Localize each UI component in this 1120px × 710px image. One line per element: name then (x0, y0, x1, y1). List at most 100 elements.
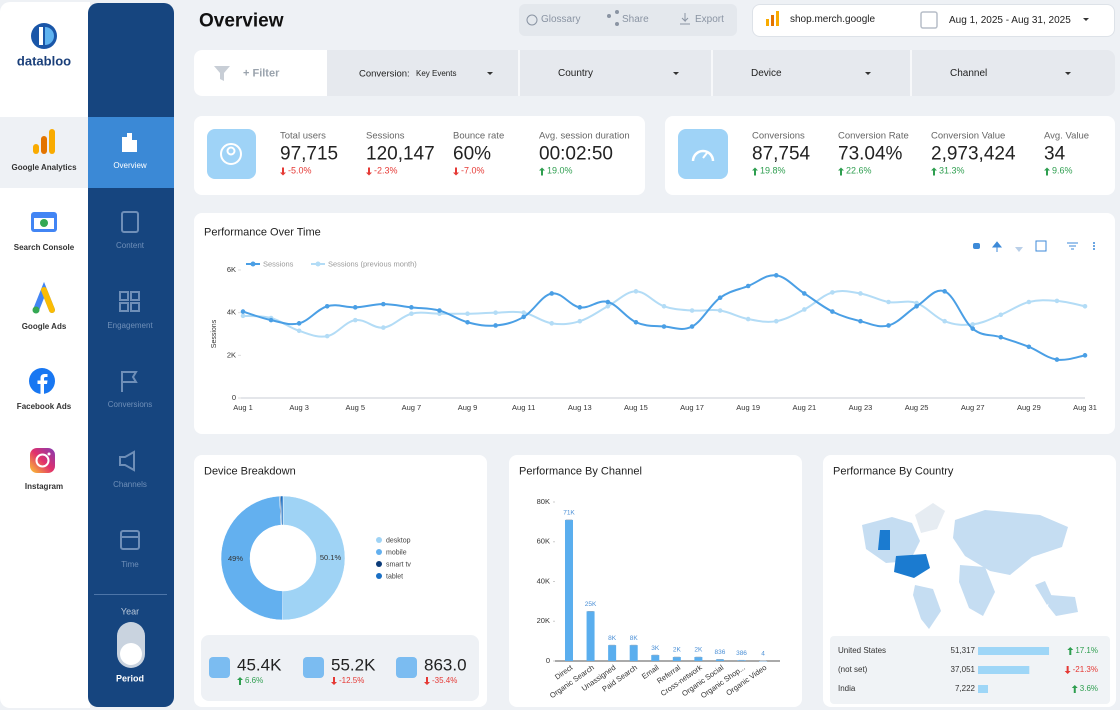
device-icon (303, 657, 324, 678)
change-value: -2.3% (374, 167, 398, 176)
kpi-value: 60% (453, 145, 491, 164)
bar (587, 611, 595, 661)
data-point (802, 307, 807, 312)
filter-decor (214, 50, 1071, 96)
bar (565, 520, 573, 661)
chart-title: Device Breakdown (204, 467, 296, 478)
y-tick-label: 4K (227, 308, 236, 317)
x-tick-label: Aug 23 (849, 403, 873, 412)
trend-arrow (237, 677, 243, 685)
change-indicator: 22.6% (838, 167, 872, 176)
data-point (774, 273, 779, 278)
filter-dropdown: Country (558, 69, 593, 79)
data-point (437, 308, 442, 313)
chart-title: Performance Over Time (204, 228, 321, 239)
change-indicator: -12.5% (331, 677, 364, 685)
instagram-icon (30, 448, 55, 473)
trend-arrow (331, 677, 337, 685)
logo (31, 23, 57, 49)
data-point (549, 321, 554, 326)
legend-label: Sessions (previous month) (328, 259, 417, 268)
change-indicator: 9.6% (1044, 167, 1073, 176)
change-value: -12.5% (339, 677, 364, 685)
bar-value-label: 2K (673, 647, 682, 654)
toolbar-button: Share (622, 15, 649, 25)
change-value: 22.6% (846, 167, 872, 176)
y-tick-label: 20K (537, 616, 550, 625)
data-point (999, 335, 1004, 340)
period-title: Year (121, 608, 139, 617)
change-value: 6.6% (245, 677, 263, 685)
country-name: (not set) (838, 666, 867, 674)
y-tick-label: 80K (537, 497, 550, 506)
trend-arrow (1044, 167, 1050, 175)
nav-item: Conversions (108, 401, 152, 409)
kpi-label: Sessions (366, 131, 405, 141)
legend-label: Sessions (263, 259, 294, 268)
bar (630, 645, 638, 661)
legend-dot (376, 537, 382, 543)
bar (608, 645, 616, 661)
data-point (942, 289, 947, 294)
data-point (1055, 357, 1060, 362)
data-point (353, 318, 358, 323)
bar-value-label: 8K (608, 635, 617, 642)
page-title: Overview (199, 12, 284, 31)
kpi-label: Avg. session duration (539, 131, 630, 141)
data-point (465, 311, 470, 316)
change-indicator: -5.0% (280, 167, 312, 176)
x-tick-label: Aug 9 (458, 403, 478, 412)
data-point (634, 320, 639, 325)
trend-arrow (424, 677, 430, 685)
facebook-icon (29, 368, 55, 394)
bar-value-label: 8K (630, 635, 639, 642)
x-tick-label: Aug 3 (289, 403, 309, 412)
data-point (493, 323, 498, 328)
data-point (942, 319, 947, 324)
device-icon (396, 657, 417, 678)
data-point (830, 290, 835, 295)
data-point (493, 310, 498, 315)
trend-arrow (539, 167, 545, 175)
data-point (353, 305, 358, 310)
y-tick-label: 0 (546, 656, 550, 665)
change-indicator: 17.1% (1067, 647, 1098, 655)
legend-label: tablet (386, 573, 403, 580)
nav-item: Channels (113, 481, 147, 489)
change-value: 17.1% (1075, 647, 1098, 655)
brand: databloo (17, 55, 71, 68)
change-value: 31.3% (939, 167, 965, 176)
data-point (690, 324, 695, 329)
data-point (746, 317, 751, 322)
nav-item: Engagement (107, 322, 152, 330)
data-point (297, 321, 302, 326)
legend-label: desktop (386, 537, 411, 544)
data-point (325, 334, 330, 339)
bar (651, 655, 659, 661)
x-tick-label: Aug 29 (1017, 403, 1041, 412)
data-point (886, 323, 891, 328)
x-tick-label: Aug 31 (1073, 403, 1097, 412)
data-point (802, 291, 807, 296)
device-value: 55.2K (331, 657, 375, 674)
x-tick-label: Aug 1 (233, 403, 253, 412)
nav-item: Time (121, 561, 138, 569)
x-tick-label: Aug 27 (961, 403, 985, 412)
data-point (606, 300, 611, 305)
search-console-icon (31, 212, 57, 232)
data-point (1055, 299, 1060, 304)
trend-arrow (1065, 666, 1071, 674)
kpi-label: Total users (280, 131, 326, 141)
legend-dot (376, 573, 382, 579)
chart-toolbar (973, 241, 1095, 252)
country-name: United States (838, 647, 886, 655)
legend-label: smart tv (386, 561, 411, 568)
period-label: Period (116, 675, 144, 684)
data-point (409, 305, 414, 310)
change-value: -7.0% (461, 167, 485, 176)
legend-dot (316, 262, 321, 267)
source-item: Instagram (25, 483, 63, 491)
bar-value-label: 25K (585, 601, 597, 608)
